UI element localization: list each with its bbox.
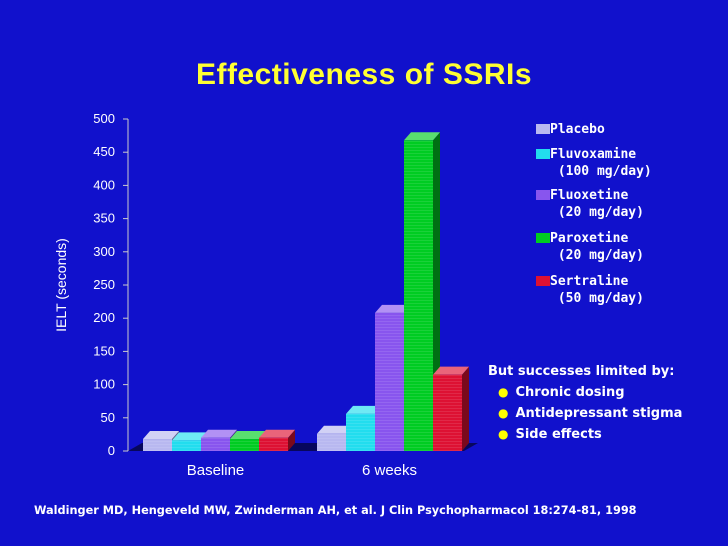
bar-top [346, 405, 382, 414]
chart-labels: 0 50 100 150 200 250 300 350 400 450 500 IELT (seco… [53, 111, 417, 479]
y-tick-label: 400 [93, 177, 115, 192]
bar-top [143, 431, 179, 440]
bullet-icon: ● [498, 406, 509, 420]
note-item: ● Antidepressant stigma [498, 403, 682, 424]
x-category-label: Baseline [187, 462, 245, 479]
bar-texture [172, 440, 201, 451]
bar-top [230, 431, 266, 440]
y-tick-label: 100 [93, 377, 115, 392]
chart-bars [143, 132, 469, 452]
note-item: ● Chronic dosing [498, 382, 682, 403]
y-tick-label: 300 [93, 244, 115, 259]
bar [433, 366, 469, 451]
legend-swatch [536, 124, 550, 134]
limitations-notes: But successes limited by: ● Chronic dosin… [488, 362, 682, 445]
bar-top [317, 425, 353, 434]
bar-texture [404, 140, 433, 452]
bar-side [288, 429, 295, 451]
legend-swatch [536, 190, 550, 200]
legend-label: Placebo [550, 122, 605, 137]
legend-swatch [536, 149, 550, 159]
x-category-label: 6 weeks [362, 462, 417, 479]
bar-top [404, 132, 440, 141]
bar-texture [230, 439, 259, 451]
note-item: ● Side effects [498, 424, 682, 445]
bar-top [375, 304, 411, 313]
y-tick-label: 50 [101, 410, 115, 425]
legend-label: Fluvoxamine (100 mg/day) [550, 147, 652, 179]
note-text: Side effects [515, 427, 602, 442]
bar-top [201, 429, 237, 438]
y-axis-label: IELT (seconds) [53, 238, 69, 332]
y-tick-label: 500 [93, 111, 115, 126]
bullet-icon: ● [498, 427, 509, 441]
slide-title: Effectiveness of SSRIs [195, 58, 533, 91]
y-tick-label: 250 [93, 277, 115, 292]
bar-top [172, 432, 208, 441]
legend-label: Fluoxetine (20 mg/day) [550, 188, 644, 220]
note-text: Antidepressant stigma [515, 406, 683, 421]
y-tick-label: 350 [93, 211, 115, 226]
bar [201, 429, 237, 451]
bullet-icon: ● [498, 385, 509, 399]
bar [259, 429, 295, 451]
legend-swatch [536, 276, 550, 286]
y-tick-label: 150 [93, 343, 115, 358]
citation: Waldinger MD, Hengeveld MW, Zwinderman A… [34, 504, 637, 517]
bar-texture [433, 374, 462, 451]
bar-top [433, 366, 469, 375]
legend-label: Paroxetine (20 mg/day) [550, 231, 644, 263]
bar-texture [259, 437, 288, 451]
bar-top [259, 429, 295, 438]
legend-swatch [536, 233, 550, 243]
y-tick-label: 200 [93, 310, 115, 325]
bar-texture [317, 433, 346, 451]
bar [404, 132, 440, 452]
bar-side [462, 366, 469, 451]
notes-heading: But successes limited by: [488, 364, 675, 379]
note-text: Chronic dosing [515, 385, 625, 400]
y-tick-label: 450 [93, 144, 115, 159]
bar-texture [143, 439, 172, 451]
bar-texture [346, 413, 375, 451]
y-tick-label: 0 [108, 443, 115, 458]
bar-texture [201, 437, 230, 451]
legend-label: Sertraline (50 mg/day) [550, 274, 644, 306]
bar-texture [375, 312, 404, 451]
